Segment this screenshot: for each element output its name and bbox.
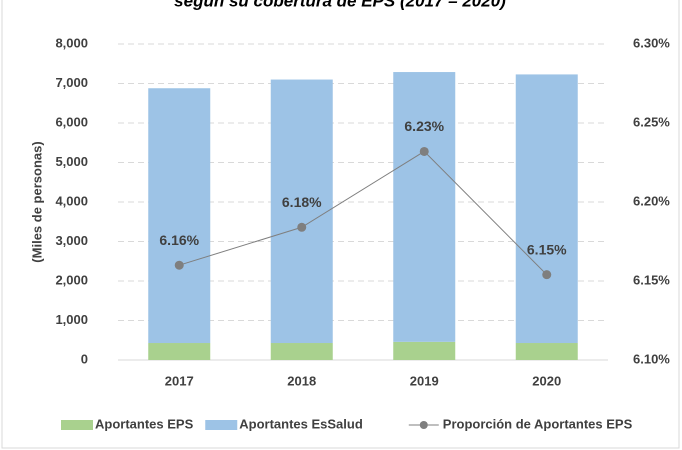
legend-label: Aportantes EPS bbox=[95, 416, 194, 431]
y-tick-label: 2,000 bbox=[55, 272, 88, 287]
data-label: 6.23% bbox=[404, 118, 444, 134]
data-label: 6.18% bbox=[282, 194, 322, 210]
bar bbox=[148, 343, 211, 360]
y2-tick-label: 6.10% bbox=[633, 351, 670, 366]
point bbox=[174, 260, 184, 270]
y2-tick-label: 6.30% bbox=[633, 35, 670, 50]
bar bbox=[270, 343, 333, 360]
point bbox=[297, 222, 307, 232]
y-tick-label: 5,000 bbox=[55, 154, 88, 169]
y-tick-label: 4,000 bbox=[55, 193, 88, 208]
legend-marker bbox=[419, 421, 428, 429]
bar bbox=[148, 88, 211, 344]
y-tick-label: 6,000 bbox=[55, 114, 88, 129]
data-label: 6.16% bbox=[159, 232, 199, 248]
bar bbox=[515, 74, 578, 344]
data-label: 6.15% bbox=[527, 241, 567, 257]
x-tick-label: 2018 bbox=[287, 373, 316, 388]
y2-tick-label: 6.25% bbox=[633, 114, 670, 129]
legend-label: Aportantes EsSalud bbox=[239, 416, 363, 431]
chart-title: según su cobertura de EPS (2017 – 2020) bbox=[174, 0, 506, 10]
point bbox=[542, 270, 552, 280]
point bbox=[419, 146, 429, 156]
legend-swatch bbox=[61, 420, 93, 430]
y-tick-label: 8,000 bbox=[55, 35, 88, 50]
y-tick-label: 0 bbox=[81, 351, 88, 366]
y-axis-label: (Miles de personas) bbox=[29, 141, 44, 262]
bar bbox=[393, 72, 456, 342]
y2-tick-label: 6.15% bbox=[633, 272, 670, 287]
x-tick-label: 2017 bbox=[165, 373, 194, 388]
y-tick-label: 7,000 bbox=[55, 75, 88, 90]
y-tick-label: 1,000 bbox=[55, 312, 88, 327]
y2-tick-label: 6.20% bbox=[633, 193, 670, 208]
bar bbox=[270, 79, 333, 344]
legend-label: Proporción de Aportantes EPS bbox=[443, 416, 633, 431]
bar bbox=[393, 341, 456, 360]
legend-swatch bbox=[205, 420, 238, 430]
line bbox=[179, 150, 548, 276]
bar bbox=[515, 343, 578, 360]
x-tick-label: 2019 bbox=[410, 373, 439, 388]
y-tick-label: 3,000 bbox=[55, 233, 88, 248]
x-tick-label: 2020 bbox=[532, 373, 561, 388]
